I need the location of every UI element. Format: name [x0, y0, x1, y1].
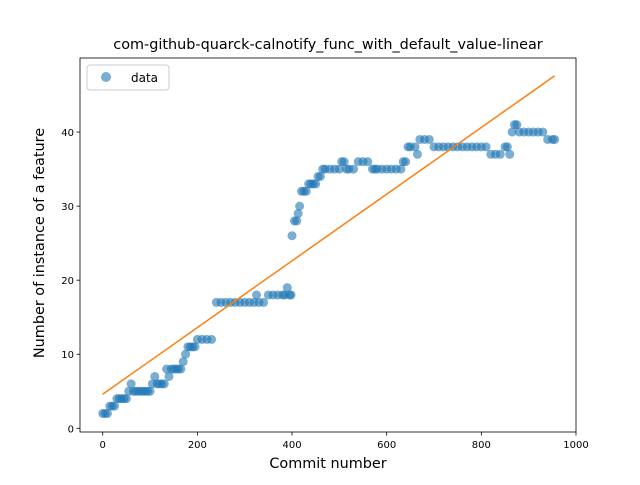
data-point — [481, 142, 491, 152]
data-point — [286, 290, 296, 300]
data-point — [150, 371, 160, 381]
legend-marker-data — [101, 72, 111, 82]
data-point — [339, 157, 349, 167]
data-point — [207, 334, 217, 344]
data-point — [190, 342, 200, 352]
data-point — [507, 127, 517, 137]
data-point — [315, 172, 325, 181]
data-point — [505, 149, 515, 159]
data-point — [293, 209, 303, 219]
data-point — [349, 164, 359, 174]
data-point — [121, 394, 131, 404]
data-point — [334, 164, 344, 174]
data-point — [102, 408, 112, 418]
x-tick-label: 200 — [188, 440, 207, 451]
marks-layer — [98, 75, 560, 418]
data-point — [287, 231, 297, 241]
data-point — [495, 149, 505, 159]
data-point — [538, 127, 548, 137]
data-point — [512, 120, 522, 130]
data-point — [502, 142, 512, 152]
y-tick-label: 40 — [61, 128, 74, 139]
fit-line — [102, 75, 556, 395]
y-axis-label: Number of instance of a feature — [32, 128, 48, 358]
data-point — [259, 297, 269, 307]
data-point — [164, 371, 174, 381]
legend: data — [86, 64, 170, 91]
x-tick-label: 0 — [100, 440, 106, 451]
data-point — [550, 134, 560, 144]
data-point — [396, 164, 406, 174]
data-point — [295, 201, 305, 211]
y-tick-label: 0 — [68, 424, 74, 435]
data-point — [110, 401, 120, 411]
data-point — [159, 379, 169, 389]
data-point — [126, 379, 136, 389]
data-point — [292, 216, 302, 226]
y-tick-label: 30 — [61, 202, 74, 213]
data-point — [424, 134, 434, 144]
y-tick-label: 20 — [61, 276, 74, 287]
legend-box — [86, 64, 170, 91]
y-tick-label: 10 — [61, 350, 74, 361]
data-point — [282, 283, 292, 293]
legend-label-data: data — [131, 71, 158, 85]
data-point — [311, 179, 321, 189]
x-tick-label: 600 — [377, 440, 396, 451]
chart-title: com-github-quarck-calnotify_func_with_de… — [113, 37, 542, 53]
data-point — [410, 142, 420, 152]
data-point — [401, 157, 411, 167]
x-tick-label: 1000 — [563, 440, 588, 451]
x-tick-label: 400 — [282, 440, 301, 451]
data-point — [181, 349, 191, 359]
data-point — [178, 357, 188, 367]
data-point — [145, 386, 155, 396]
axes-frame — [79, 57, 577, 433]
x-axis-label: Commit number — [269, 456, 386, 472]
x-tick-label: 800 — [472, 440, 491, 451]
data-point — [176, 364, 186, 374]
data-point — [363, 157, 373, 167]
data-point — [301, 186, 311, 196]
data-point — [412, 149, 422, 159]
data-point — [252, 290, 262, 300]
axes-layer: 0 200 400 600 800 1000 0 10 20 30 40 — [61, 57, 589, 451]
